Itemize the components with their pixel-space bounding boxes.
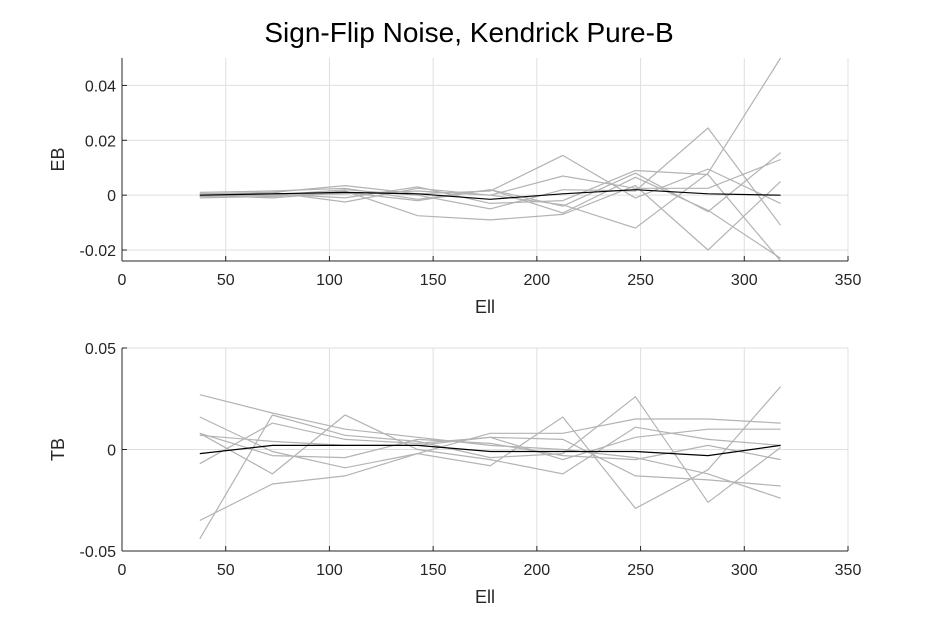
eb-xtick-label: 350 [835,272,862,289]
tb-xtick-label: 350 [835,562,862,579]
eb-axes [121,58,849,262]
tb-realization-line [199,428,781,461]
tb-realization-line [199,414,781,475]
tb-xtick-label: 300 [731,562,758,579]
eb-ytick-label: 0 [107,188,116,205]
eb-realization-line [199,176,781,259]
eb-realization-line [199,127,782,226]
figure-title: Sign-Flip Noise, Kendrick Pure-B [264,17,673,48]
eb-xtick-label: 150 [420,272,447,289]
eb-mean-line [199,189,781,200]
tb-xtick-label: 150 [420,562,447,579]
tb-realization-line [199,394,781,499]
tb-axes [121,347,849,552]
tb-realization-line [199,395,781,540]
tb-xlabel: Ell [475,587,495,607]
tb-realization-line [199,432,781,461]
tb-xtick-label: 0 [118,562,127,579]
tb-realization-line [199,418,781,522]
eb-xlabel: Ell [475,297,495,317]
eb-series-lines [199,57,782,262]
eb-xtick-label: 100 [316,272,343,289]
tb-series-lines [199,386,782,540]
eb-xtick-label: 50 [217,272,235,289]
tb-ytick-label: 0.05 [85,341,116,358]
tb-xtick-label: 200 [524,562,551,579]
tb-ytick-label: -0.05 [80,544,117,561]
tb-xtick-label: 100 [316,562,343,579]
tb-ylabel: TB [48,438,68,461]
eb-ytick-label: 0.02 [85,133,116,150]
tb-ytick-label: 0 [107,443,116,460]
eb-xtick-label: 300 [731,272,758,289]
eb-realization-line [199,152,781,213]
eb-ytick-label: 0.04 [85,78,116,95]
eb-grid [121,58,849,261]
eb-xtick-label: 200 [524,272,551,289]
tb-xtick-label: 250 [627,562,654,579]
tb-realization-line [199,386,782,510]
eb-xtick-label: 250 [627,272,654,289]
eb-ylabel: EB [48,147,68,171]
eb-realization-line [199,57,782,229]
eb-realization-line [199,180,782,251]
eb-ytick-label: -0.02 [80,243,117,260]
tb-xtick-label: 50 [217,562,235,579]
tb-mean-line [199,444,781,457]
eb-xtick-label: 0 [118,272,127,289]
